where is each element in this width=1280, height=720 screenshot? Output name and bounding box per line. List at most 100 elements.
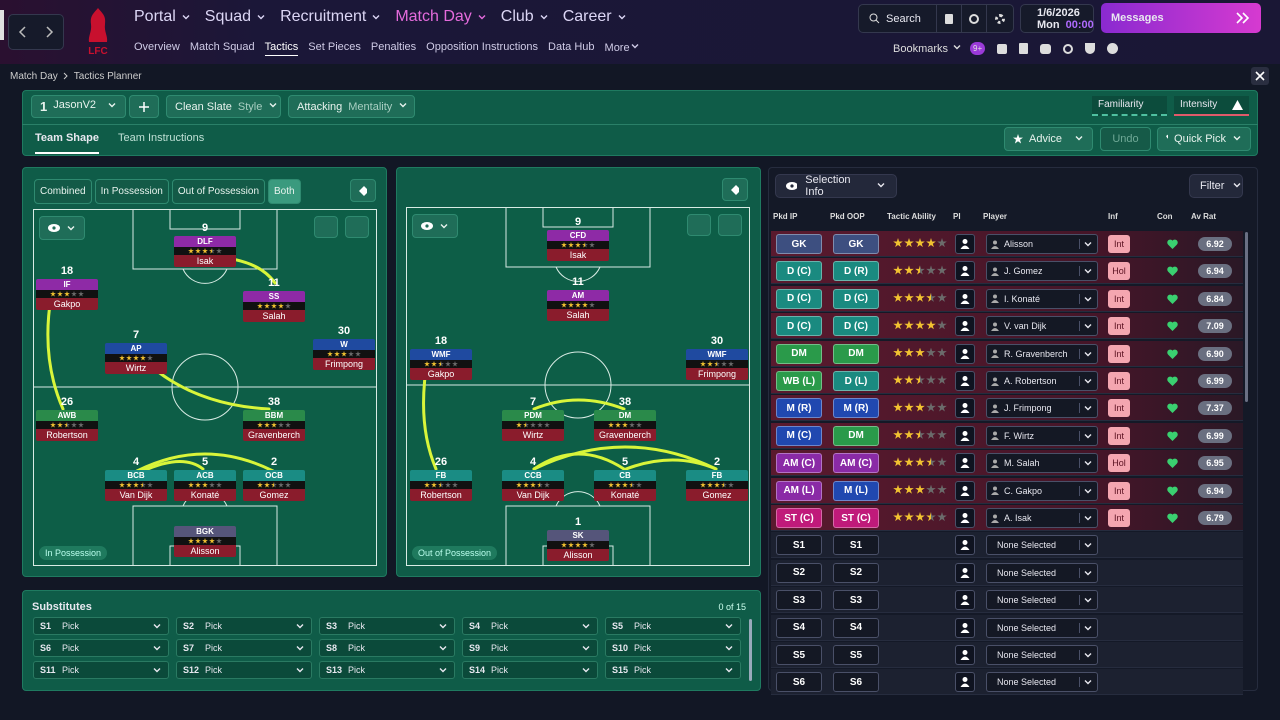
player-card[interactable]: BGK Alisson — [174, 526, 236, 557]
sub-nav-item[interactable]: Penalties — [370, 41, 417, 53]
substitute-slot[interactable]: S13 Pick — [319, 661, 455, 679]
player-dropdown[interactable]: J. Gomez — [986, 261, 1098, 282]
player-card[interactable]: 30 WMF Frimpong — [686, 335, 748, 380]
substitute-slot[interactable]: S7 Pick — [176, 639, 312, 657]
player-card[interactable]: 7 AP Wirtz — [105, 329, 167, 374]
pitch-options[interactable] — [722, 178, 748, 201]
selection-row[interactable]: D (C) D (C) V. van Dijk Int 7.09 — [771, 313, 1243, 340]
pi-button[interactable] — [955, 590, 975, 611]
pi-button[interactable] — [955, 480, 975, 501]
selection-row[interactable]: S1 S1 None Selected — [771, 532, 1243, 559]
player-card[interactable]: 30 W Frimpong — [313, 325, 375, 370]
expand-button[interactable] — [345, 216, 369, 238]
player-dropdown[interactable]: F. Wirtz — [986, 425, 1098, 446]
player-dropdown[interactable]: None Selected — [986, 535, 1098, 556]
close-button[interactable] — [1251, 67, 1269, 85]
club-crest[interactable]: LFC — [84, 6, 112, 58]
selection-row[interactable]: S3 S3 None Selected — [771, 587, 1243, 614]
selection-row[interactable]: M (R) M (R) J. Frimpong Int 7.37 — [771, 395, 1243, 422]
selection-row[interactable]: S4 S4 None Selected — [771, 614, 1243, 641]
substitute-slot[interactable]: S6 Pick — [33, 639, 169, 657]
player-dropdown[interactable]: Alisson — [986, 234, 1098, 254]
player-card[interactable]: 5 ACB Konaté — [174, 456, 236, 501]
player-card[interactable]: 9 CFD Isak — [547, 216, 609, 261]
grid-button[interactable] — [687, 214, 711, 236]
player-card[interactable]: 38 BBM Gravenberch — [243, 396, 305, 441]
bookmark-icon[interactable] — [1063, 43, 1074, 54]
pitch-eye-button[interactable] — [39, 216, 85, 240]
main-nav-item[interactable]: Recruitment — [280, 8, 381, 26]
player-dropdown[interactable]: M. Salah — [986, 453, 1098, 474]
familiarity[interactable]: Familiarity — [1092, 96, 1167, 116]
player-dropdown[interactable]: A. Robertson — [986, 371, 1098, 391]
pi-button[interactable] — [955, 508, 975, 528]
bookmark-icon[interactable] — [1040, 43, 1052, 54]
side-tab[interactable] — [0, 10, 4, 40]
selection-row[interactable]: S6 S6 None Selected — [771, 669, 1243, 696]
bookmark-icon[interactable] — [1107, 43, 1119, 54]
substitute-slot[interactable]: S10 Pick — [605, 639, 741, 657]
style-selector[interactable]: Clean Slate Style — [166, 95, 281, 118]
mentality-selector[interactable]: Attacking Mentality — [288, 95, 415, 118]
sub-nav-item[interactable]: Opposition Instructions — [426, 41, 539, 53]
pitch-eye-button[interactable] — [412, 214, 458, 238]
player-dropdown[interactable]: A. Isak — [986, 508, 1098, 528]
tactic-selector[interactable]: 1 JasonV2 — [31, 95, 126, 118]
player-card[interactable]: 18 IF Gakpo — [36, 265, 98, 310]
substitute-slot[interactable]: S4 Pick — [462, 617, 598, 635]
player-card[interactable]: 2 OCB Gomez — [243, 456, 305, 501]
forward-button[interactable] — [37, 15, 63, 49]
main-nav-item[interactable]: Club — [501, 8, 549, 26]
player-dropdown[interactable]: C. Gakpo — [986, 480, 1098, 501]
player-dropdown[interactable]: None Selected — [986, 672, 1098, 693]
player-card[interactable]: 11 AM Salah — [547, 276, 609, 321]
player-card[interactable]: 7 PDM Wirtz — [502, 396, 564, 441]
substitute-slot[interactable]: S15 Pick — [605, 661, 741, 679]
pitch-filter[interactable]: In Possession — [94, 179, 169, 204]
sub-nav-item[interactable]: More — [605, 41, 640, 56]
pitch-filter[interactable]: Out of Possession — [171, 179, 266, 204]
filter-button[interactable]: Filter — [1189, 174, 1243, 198]
substitute-slot[interactable]: S8 Pick — [319, 639, 455, 657]
date-box[interactable]: 1/6/2026 Mon 00:00 — [1020, 4, 1094, 33]
pi-button[interactable] — [955, 316, 975, 337]
selection-row[interactable]: D (C) D (R) J. Gomez Hol 6.94 — [771, 258, 1243, 285]
player-dropdown[interactable]: V. van Dijk — [986, 316, 1098, 337]
player-card[interactable]: 11 SS Salah — [243, 277, 305, 322]
main-nav-item[interactable]: Squad — [205, 8, 266, 26]
pi-button[interactable] — [955, 453, 975, 474]
breadcrumb-item[interactable]: Tactics Planner — [73, 71, 142, 82]
grid-button[interactable] — [314, 216, 338, 238]
scrollbar[interactable] — [1245, 232, 1248, 402]
pi-button[interactable] — [955, 343, 975, 364]
player-dropdown[interactable]: J. Frimpong — [986, 398, 1098, 419]
selection-row[interactable]: ST (C) ST (C) A. Isak Int 6.79 — [771, 505, 1243, 531]
selection-row[interactable]: M (C) DM F. Wirtz Int 6.99 — [771, 422, 1243, 449]
main-nav-item[interactable]: Match Day — [395, 8, 486, 26]
substitute-slot[interactable]: S14 Pick — [462, 661, 598, 679]
sub-nav-item[interactable]: Data Hub — [548, 41, 595, 53]
search-button[interactable]: Search — [859, 5, 938, 32]
main-nav-item[interactable]: Portal — [134, 8, 191, 26]
player-card[interactable]: 4 BCB Van Dijk — [105, 456, 167, 501]
player-card[interactable]: 4 CCB Van Dijk — [502, 456, 564, 501]
sub-nav-item[interactable]: Set Pieces — [308, 41, 361, 53]
player-dropdown[interactable]: R. Gravenberch — [986, 343, 1098, 364]
selection-row[interactable]: S2 S2 None Selected — [771, 559, 1243, 586]
pi-button[interactable] — [955, 398, 975, 419]
intensity[interactable]: Intensity — [1174, 96, 1249, 116]
player-card[interactable]: 1 SK Alisson — [547, 516, 609, 561]
sub-nav-item[interactable]: Tactics — [264, 41, 299, 56]
pitch-filter[interactable]: Combined — [34, 179, 92, 204]
substitute-slot[interactable]: S12 Pick — [176, 661, 312, 679]
player-card[interactable]: 38 DM Gravenberch — [594, 396, 656, 441]
pi-button[interactable] — [955, 617, 975, 638]
pitch-filter[interactable]: Both — [268, 179, 301, 204]
tab[interactable]: Team Instructions — [118, 132, 205, 144]
player-card[interactable]: 26 FB Robertson — [410, 456, 472, 501]
quick-pick-button[interactable]: Quick Pick — [1157, 127, 1251, 151]
world-button[interactable] — [962, 5, 988, 32]
notes-button[interactable] — [937, 5, 963, 32]
player-dropdown[interactable]: None Selected — [986, 645, 1098, 665]
pitch-options[interactable] — [350, 179, 376, 202]
